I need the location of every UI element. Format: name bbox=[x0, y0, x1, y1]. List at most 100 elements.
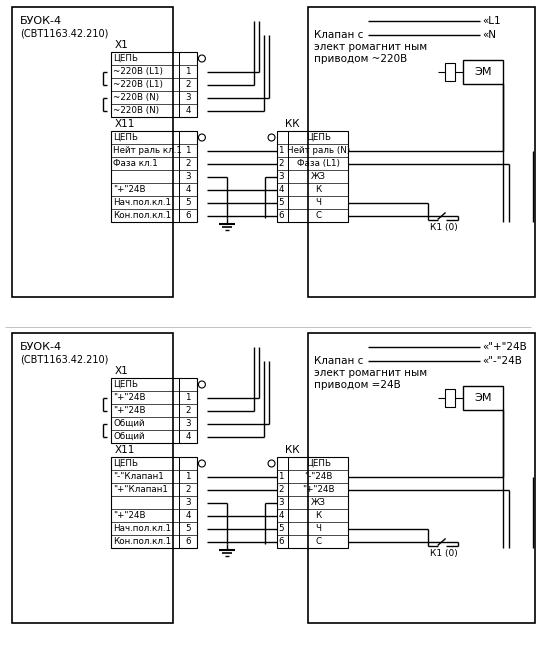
Text: 6: 6 bbox=[185, 211, 191, 220]
Text: 1: 1 bbox=[279, 146, 284, 155]
Text: 1: 1 bbox=[185, 146, 191, 155]
Text: 4: 4 bbox=[279, 511, 284, 520]
Text: Нач.пол.кл.1: Нач.пол.кл.1 bbox=[113, 524, 171, 533]
Circle shape bbox=[198, 55, 205, 62]
Text: 3: 3 bbox=[185, 498, 191, 507]
Text: "+"Клапан1: "+"Клапан1 bbox=[113, 485, 168, 494]
Text: ЦЕПЬ: ЦЕПЬ bbox=[113, 133, 139, 142]
Circle shape bbox=[268, 460, 275, 467]
Text: ЭМ: ЭМ bbox=[475, 393, 492, 403]
Bar bbox=[308, 333, 535, 623]
Text: 3: 3 bbox=[279, 172, 284, 181]
Text: X11: X11 bbox=[114, 445, 135, 455]
Text: «L1: «L1 bbox=[482, 16, 501, 26]
Text: Кон.пол.кл.1: Кон.пол.кл.1 bbox=[113, 211, 171, 220]
Text: БУОК-4: БУОК-4 bbox=[20, 342, 62, 352]
Text: 5: 5 bbox=[185, 198, 191, 207]
Text: 3: 3 bbox=[185, 172, 191, 181]
Text: 2: 2 bbox=[279, 159, 284, 168]
Text: Нач.пол.кл.1: Нач.пол.кл.1 bbox=[113, 198, 171, 207]
Bar bbox=[464, 60, 503, 84]
Text: Общий: Общий bbox=[113, 419, 145, 428]
Text: ~220В (N): ~220В (N) bbox=[113, 93, 160, 102]
Text: 4: 4 bbox=[185, 432, 191, 441]
Text: Нейт раль кл.1: Нейт раль кл.1 bbox=[113, 146, 182, 155]
Text: X1: X1 bbox=[114, 366, 128, 376]
Text: Ч: Ч bbox=[315, 198, 321, 207]
Text: 1: 1 bbox=[185, 472, 191, 481]
Text: 2: 2 bbox=[185, 485, 191, 494]
Text: 4: 4 bbox=[185, 106, 191, 115]
Text: С: С bbox=[315, 537, 321, 546]
Bar bbox=[12, 333, 173, 623]
Bar bbox=[112, 457, 197, 548]
Text: ЦЕПЬ: ЦЕПЬ bbox=[113, 459, 139, 468]
Text: ЦЕПЬ: ЦЕПЬ bbox=[113, 380, 139, 389]
Text: 6: 6 bbox=[279, 537, 284, 546]
Text: элект ромагнит ным: элект ромагнит ным bbox=[314, 368, 427, 378]
Bar bbox=[445, 63, 454, 81]
Text: БУОК-4: БУОК-4 bbox=[20, 16, 62, 26]
Text: ~220В (N): ~220В (N) bbox=[113, 106, 160, 115]
Text: "+"24В: "+"24В bbox=[113, 511, 146, 520]
Text: приводом =24В: приводом =24В bbox=[314, 380, 401, 390]
Bar bbox=[277, 457, 348, 548]
Text: 2: 2 bbox=[279, 485, 284, 494]
Text: 4: 4 bbox=[185, 185, 191, 194]
Bar bbox=[112, 378, 197, 443]
Bar bbox=[445, 389, 454, 407]
Text: 5: 5 bbox=[279, 198, 284, 207]
Text: ЦЕПЬ: ЦЕПЬ bbox=[113, 54, 139, 63]
Text: "+"24В: "+"24В bbox=[113, 393, 146, 402]
Text: Нейт раль (N): Нейт раль (N) bbox=[287, 146, 350, 155]
Text: 3: 3 bbox=[185, 419, 191, 428]
Text: Клапан с: Клапан с bbox=[314, 356, 364, 366]
Text: 4: 4 bbox=[185, 511, 191, 520]
Text: 2: 2 bbox=[185, 80, 191, 89]
Bar bbox=[464, 386, 503, 410]
Text: Фаза (L1): Фаза (L1) bbox=[297, 159, 340, 168]
Bar bbox=[112, 52, 197, 117]
Text: ЖЗ: ЖЗ bbox=[311, 172, 326, 181]
Text: 2: 2 bbox=[185, 406, 191, 415]
Text: Ч: Ч bbox=[315, 524, 321, 533]
Text: приводом ~220В: приводом ~220В bbox=[314, 54, 407, 64]
Text: Клапан с: Клапан с bbox=[314, 30, 364, 40]
Text: С: С bbox=[315, 211, 321, 220]
Text: "+"24В: "+"24В bbox=[113, 185, 146, 194]
Text: Кон.пол.кл.1: Кон.пол.кл.1 bbox=[113, 537, 171, 546]
Circle shape bbox=[268, 134, 275, 141]
Text: "-"Клапан1: "-"Клапан1 bbox=[113, 472, 164, 481]
Text: ~220В (L1): ~220В (L1) bbox=[113, 67, 163, 76]
Text: 5: 5 bbox=[279, 524, 284, 533]
Text: ЖЗ: ЖЗ bbox=[311, 498, 326, 507]
Text: 1: 1 bbox=[185, 393, 191, 402]
Text: «"+"24В: «"+"24В bbox=[482, 342, 527, 352]
Text: «N: «N bbox=[482, 30, 496, 40]
Text: "+"24В: "+"24В bbox=[113, 406, 146, 415]
Text: 5: 5 bbox=[185, 524, 191, 533]
Text: Общий: Общий bbox=[113, 432, 145, 441]
Text: "+"24В: "+"24В bbox=[302, 485, 335, 494]
Text: ~220В (L1): ~220В (L1) bbox=[113, 80, 163, 89]
Text: "-"24В: "-"24В bbox=[304, 472, 333, 481]
Text: X11: X11 bbox=[114, 119, 135, 129]
Text: элект ромагнит ным: элект ромагнит ным bbox=[314, 42, 427, 52]
Text: 3: 3 bbox=[185, 93, 191, 102]
Text: «"-"24В: «"-"24В bbox=[482, 356, 522, 366]
Text: (СВТ1163.42.210): (СВТ1163.42.210) bbox=[20, 354, 108, 364]
Bar bbox=[12, 7, 173, 297]
Text: X1: X1 bbox=[114, 40, 128, 50]
Text: 4: 4 bbox=[279, 185, 284, 194]
Text: 3: 3 bbox=[279, 498, 284, 507]
Text: 6: 6 bbox=[279, 211, 284, 220]
Text: К: К bbox=[315, 511, 321, 520]
Text: 2: 2 bbox=[185, 159, 191, 168]
Text: 1: 1 bbox=[185, 67, 191, 76]
Text: 1: 1 bbox=[279, 472, 284, 481]
Text: ЦЕПЬ: ЦЕПЬ bbox=[306, 133, 331, 142]
Text: К1 (0): К1 (0) bbox=[430, 223, 458, 232]
Circle shape bbox=[198, 381, 205, 388]
Circle shape bbox=[198, 460, 205, 467]
Text: Фаза кл.1: Фаза кл.1 bbox=[113, 159, 158, 168]
